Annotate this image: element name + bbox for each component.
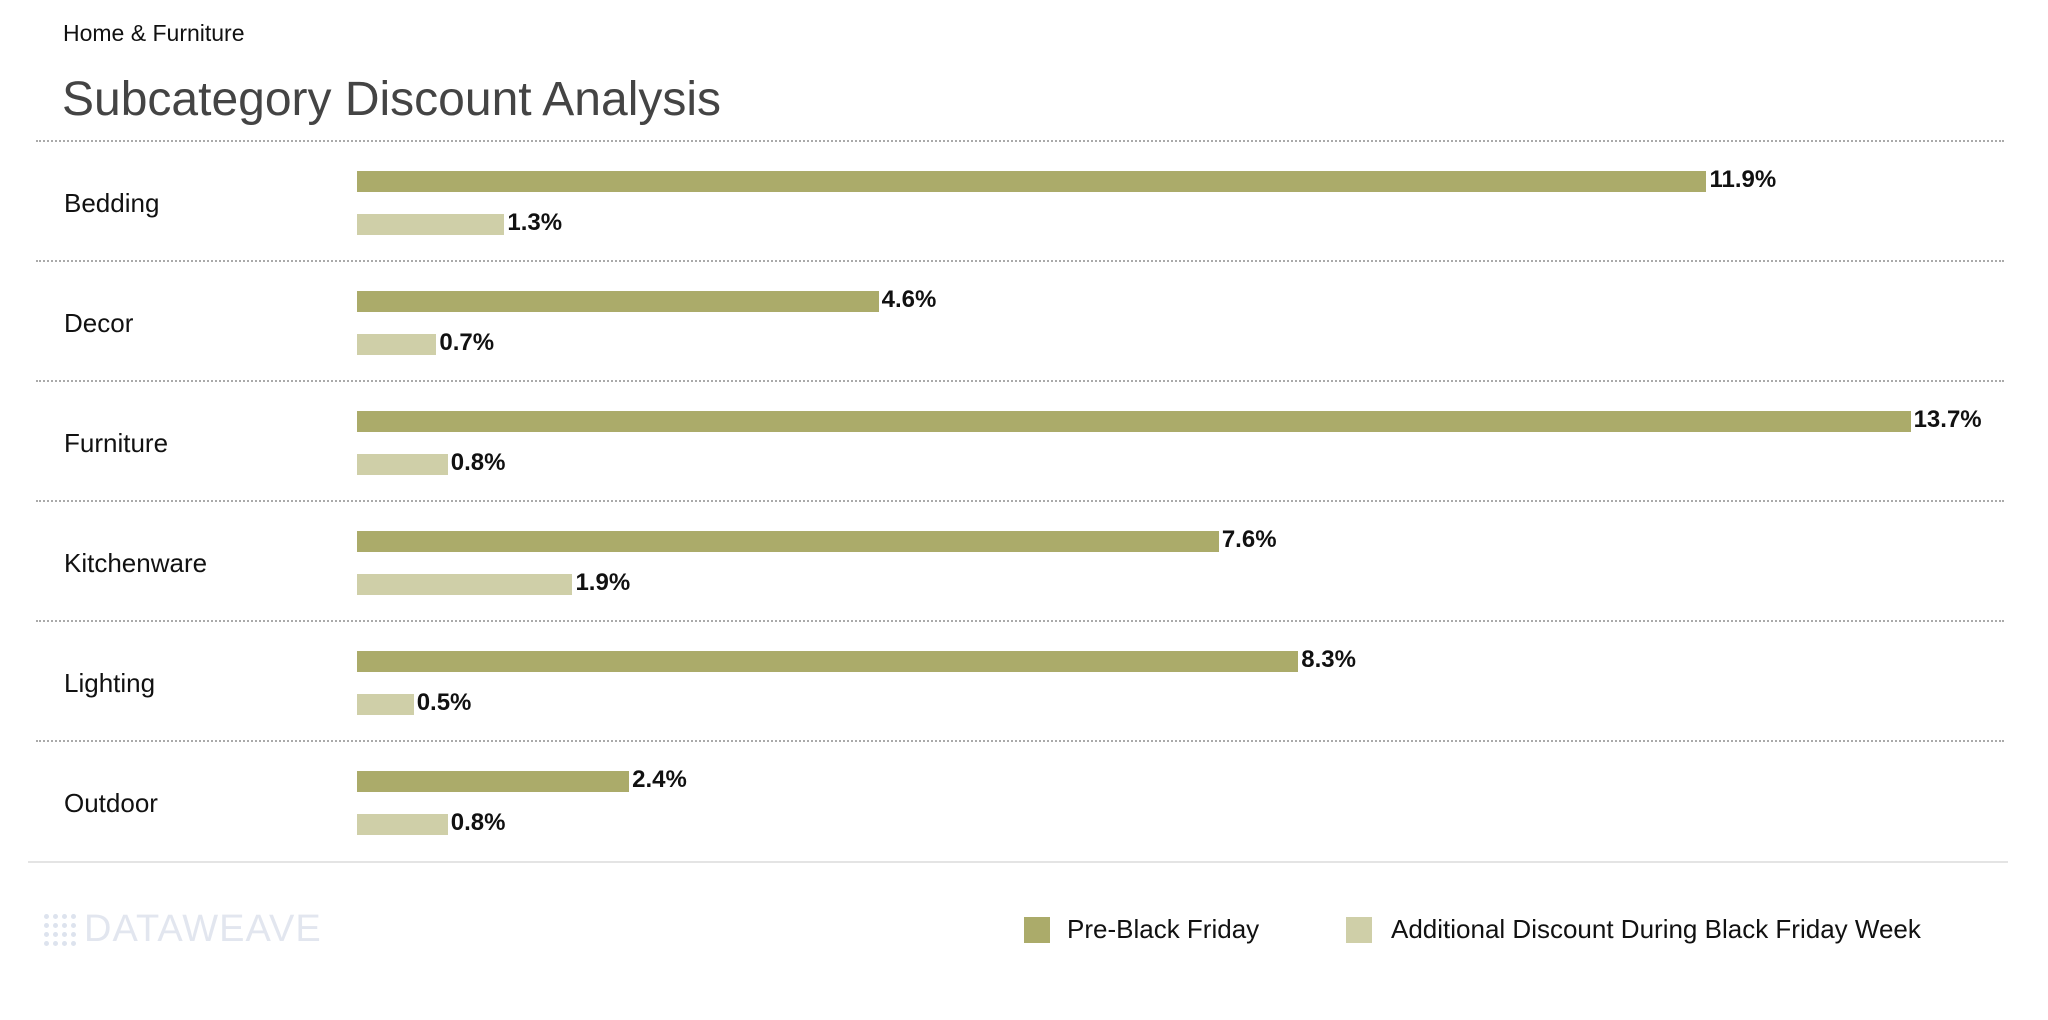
bar-additional-discount (357, 694, 414, 715)
row-divider (36, 620, 2004, 622)
legend-label-additional-discount: Additional Discount During Black Friday … (1391, 914, 1921, 944)
bar-additional-discount (357, 214, 505, 235)
row-divider (36, 380, 2004, 382)
bar-pre-black-friday (357, 531, 1219, 552)
category-label: Outdoor (64, 788, 158, 818)
category-label: Bedding (64, 188, 160, 218)
logo-text: DATAWEAVE (84, 908, 322, 950)
category-label: Furniture (64, 428, 169, 458)
data-label: 4.6% (881, 286, 937, 313)
legend-swatch-pre-black-friday (1024, 917, 1050, 943)
data-label: 0.7% (439, 329, 495, 356)
data-label: 1.9% (575, 569, 631, 596)
data-label: 13.7% (1913, 406, 1982, 433)
data-label: 11.9% (1709, 166, 1777, 193)
bar-pre-black-friday (357, 411, 1911, 432)
row-divider (36, 500, 2004, 502)
data-label: 0.8% (450, 449, 506, 476)
data-label: 1.3% (507, 209, 563, 236)
row-divider (36, 740, 2004, 742)
bar-additional-discount (357, 814, 448, 835)
chart-subtitle: Home & Furniture (63, 20, 245, 46)
row-divider (36, 140, 2004, 142)
chart-title: Subcategory Discount Analysis (62, 73, 722, 126)
row-divider (36, 260, 2004, 262)
dataweave-logo: DATAWEAVE (44, 908, 322, 951)
category-label: Lighting (64, 668, 156, 698)
data-label: 7.6% (1221, 526, 1277, 553)
bar-additional-discount (357, 574, 573, 595)
bar-pre-black-friday (357, 291, 879, 312)
legend-swatch-additional-discount (1346, 917, 1372, 943)
bar-pre-black-friday (357, 771, 630, 792)
chart-bottom-divider (28, 861, 2008, 863)
category-label: Kitchenware (64, 548, 208, 578)
logo-dots-icon (44, 913, 76, 946)
data-label: 0.5% (416, 689, 472, 716)
data-label: 8.3% (1301, 646, 1356, 673)
data-label: 2.4% (632, 766, 687, 793)
bar-pre-black-friday (357, 171, 1707, 192)
bar-additional-discount (357, 454, 448, 475)
bar-pre-black-friday (357, 651, 1299, 672)
category-label: Decor (64, 308, 134, 338)
bar-additional-discount (357, 334, 437, 355)
legend-label-pre-black-friday: Pre-Black Friday (1067, 914, 1260, 944)
data-label: 0.8% (450, 809, 506, 836)
